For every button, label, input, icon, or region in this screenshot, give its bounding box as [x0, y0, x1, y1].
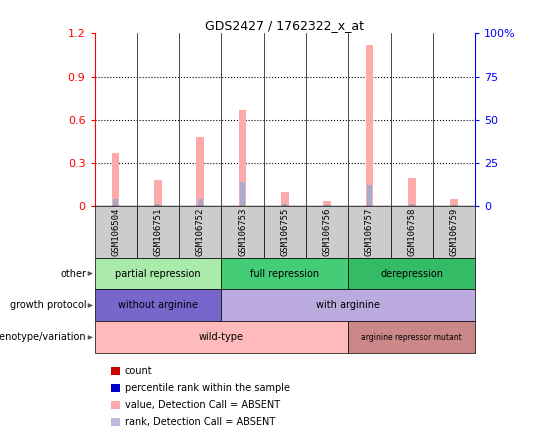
- Text: derepression: derepression: [380, 269, 443, 278]
- Text: GSM106504: GSM106504: [111, 208, 120, 256]
- Text: wild-type: wild-type: [199, 333, 244, 342]
- Bar: [408, 178, 416, 206]
- Text: other: other: [60, 269, 86, 278]
- Bar: [409, 203, 414, 206]
- Text: value, Detection Call = ABSENT: value, Detection Call = ABSENT: [125, 400, 280, 410]
- Bar: [451, 205, 457, 206]
- Text: GSM106758: GSM106758: [407, 208, 416, 256]
- Bar: [325, 205, 330, 206]
- Title: GDS2427 / 1762322_x_at: GDS2427 / 1762322_x_at: [205, 19, 364, 32]
- Text: GSM106755: GSM106755: [280, 208, 289, 256]
- Text: rank, Detection Call = ABSENT: rank, Detection Call = ABSENT: [125, 417, 275, 427]
- Text: with arginine: with arginine: [316, 301, 380, 310]
- Bar: [112, 153, 119, 206]
- Text: percentile rank within the sample: percentile rank within the sample: [125, 383, 290, 393]
- Text: GSM106759: GSM106759: [450, 208, 458, 256]
- Bar: [154, 180, 162, 206]
- Bar: [156, 203, 160, 206]
- Bar: [281, 192, 289, 206]
- Text: count: count: [125, 366, 152, 376]
- Bar: [113, 199, 118, 206]
- Bar: [450, 199, 458, 206]
- Bar: [366, 45, 373, 206]
- Text: GSM106756: GSM106756: [323, 208, 332, 256]
- Text: GSM106752: GSM106752: [195, 208, 205, 256]
- Bar: [367, 185, 372, 206]
- Text: genotype/variation: genotype/variation: [0, 333, 86, 342]
- Text: GSM106751: GSM106751: [153, 208, 163, 256]
- Bar: [240, 182, 245, 206]
- Bar: [197, 137, 204, 206]
- Text: full repression: full repression: [250, 269, 320, 278]
- Bar: [198, 199, 203, 206]
- Bar: [239, 110, 246, 206]
- Text: without arginine: without arginine: [118, 301, 198, 310]
- Text: growth protocol: growth protocol: [10, 301, 86, 310]
- Text: partial repression: partial repression: [115, 269, 201, 278]
- Bar: [282, 203, 287, 206]
- Text: GSM106753: GSM106753: [238, 208, 247, 256]
- Bar: [323, 201, 331, 206]
- Text: arginine repressor mutant: arginine repressor mutant: [361, 333, 462, 342]
- Text: GSM106757: GSM106757: [365, 208, 374, 256]
